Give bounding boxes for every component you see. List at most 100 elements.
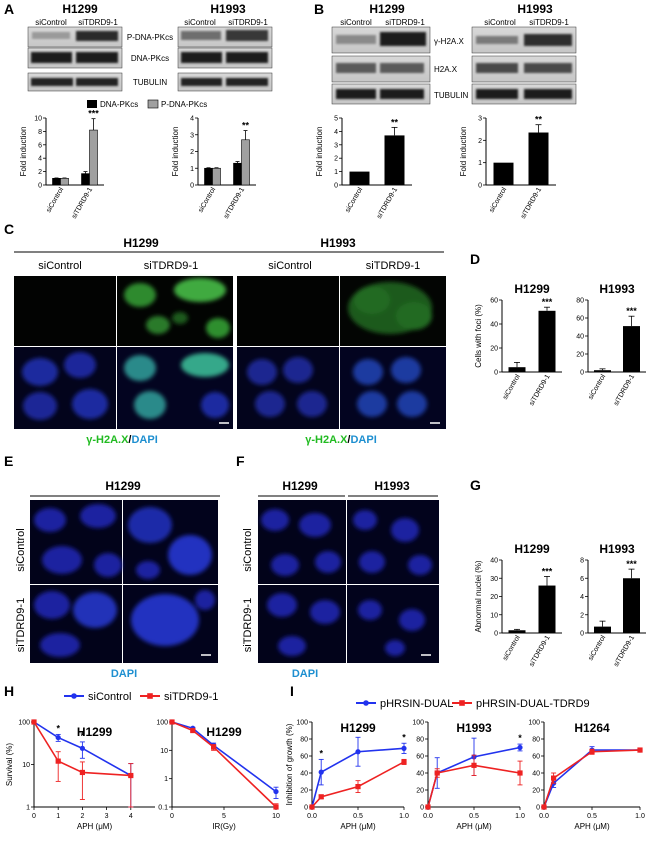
G1-ytick-label-4: 40 (490, 558, 498, 565)
panel-c-micrographs (14, 276, 446, 429)
D2-ytick-label-0: 0 (580, 370, 584, 377)
panel-a-lane-sitdrd9-left: siTDRD9-1 (78, 18, 118, 27)
A1-bar-0-0 (52, 178, 61, 186)
I1-line-0 (311, 747, 405, 808)
panel-a-lane-sicontrol-right: siControl (184, 18, 216, 27)
c-h1993-sicontrol-merge (237, 347, 339, 429)
panel-b-band-h2ax: H2A.X (434, 65, 458, 74)
panel-a-h1299-title: H1299 (62, 2, 98, 16)
legend-swatch-dna-pkcs (87, 100, 97, 108)
A2-xlabel-0: siControl (197, 186, 217, 214)
panel-b-lane-sicontrol-right: siControl (484, 18, 516, 27)
legend-sitdrd9: siTDRD9-1 (164, 691, 218, 703)
I1-point-1-2 (355, 784, 361, 790)
H1-ylabel: Survival (%) (5, 743, 14, 786)
I1-annotation-2: * (402, 732, 406, 742)
I2-ytick-label-4: 80 (416, 737, 424, 744)
G1-ytick-label-3: 30 (490, 576, 498, 583)
legend-marker-sicontrol (71, 693, 77, 699)
H2-point-1-1 (190, 727, 196, 734)
B1-ytick-label-5: 5 (334, 116, 338, 123)
I1-ytick-label-1: 20 (300, 788, 308, 795)
A2-bar-1-0 (233, 162, 242, 186)
G2-xlabel-0: siControl (587, 634, 607, 662)
G1-ytick-label-0: 0 (494, 631, 498, 638)
I3-ytick-label-3: 60 (532, 754, 540, 761)
A2-ytick-label-4: 4 (190, 116, 194, 123)
H1-ytick-label-0: 1 (26, 805, 30, 812)
I1-ytick-label-2: 40 (300, 771, 308, 778)
D2-annotation: *** (626, 306, 637, 316)
I3-point-1-3 (637, 747, 643, 753)
H1-xtick-label-3: 3 (105, 813, 109, 820)
I1-point-1-3 (401, 759, 407, 765)
D2-ytick-label-2: 40 (576, 334, 584, 341)
panel-d-label: D (470, 251, 480, 267)
B1-ytick-label-3: 3 (334, 142, 338, 149)
legend-phrsin-dual-tdrd9: pHRSIN-DUAL-TDRD9 (476, 698, 590, 710)
legend-marker-phrsin-dual (363, 700, 369, 706)
I1-xtick-label-0: 0.0 (307, 813, 317, 820)
B1-ytick-label-2: 2 (334, 156, 338, 163)
panel-a-blots (27, 26, 273, 92)
D1-xlabel-1: siTDRD9-1 (528, 373, 551, 407)
I3-title: H1264 (574, 721, 610, 735)
panel-a-legend: DNA-PKcs P-DNA-PKcs (87, 99, 207, 109)
panel-f-row-sicontrol: siControl (242, 528, 254, 571)
D1-title: H1299 (514, 282, 550, 296)
I3-line-1 (543, 749, 641, 808)
G1-annotation: *** (542, 566, 553, 576)
panel-e-micrographs (30, 500, 218, 663)
I2-ytick-label-0: 0 (420, 805, 424, 812)
I2-ytick-label-5: 100 (412, 720, 424, 727)
D2-title: H1993 (599, 282, 635, 296)
H2-point-1-2 (211, 744, 217, 750)
panel-c-label: C (4, 221, 14, 237)
H2-ytick-label-1: 1 (164, 776, 168, 783)
I1-annotation-0: * (319, 748, 323, 758)
B2-bar-1 (528, 132, 549, 185)
G2-title: H1993 (599, 542, 635, 556)
G1-bar-1 (538, 585, 556, 633)
legend-sicontrol: siControl (88, 691, 131, 703)
B1-ytick-label-1: 1 (334, 169, 338, 176)
A1-ytick-label-1: 2 (38, 169, 42, 176)
panel-c-col-sitdrd9-2: siTDRD9-1 (366, 260, 420, 272)
c-h1993-sicontrol-green (237, 276, 339, 346)
panel-i-legend: pHRSIN-DUAL pHRSIN-DUAL-TDRD9 (356, 698, 590, 710)
I2-title: H1993 (456, 721, 492, 735)
I3-ytick-label-1: 20 (532, 788, 540, 795)
I1-line-1 (311, 761, 405, 808)
I2-point-1-0 (425, 804, 431, 810)
panel-c-col-sicontrol-2: siControl (268, 260, 311, 272)
H1-xtick-label-2: 2 (80, 813, 84, 820)
D1-ytick-label-0: 0 (494, 370, 498, 377)
panel-b-lane-sicontrol-left: siControl (340, 18, 372, 27)
G1-xlabel-0: siControl (502, 634, 522, 662)
B1-ylabel: Fold induction (315, 127, 324, 177)
A1-ytick-label-3: 6 (38, 142, 42, 149)
I2-xtick-label-0: 0.0 (423, 813, 433, 820)
B1-xlabel-0: siControl (344, 186, 364, 214)
H1-annotation-0: * (56, 723, 60, 733)
I2-point-1-1 (434, 770, 440, 776)
D2-xlabel-1: siTDRD9-1 (613, 373, 636, 407)
H1-point-1-3 (128, 772, 134, 779)
B2-xlabel-1: siTDRD9-1 (520, 186, 543, 220)
panel-e-row-sicontrol: siControl (15, 528, 27, 571)
I1-ytick-label-3: 60 (300, 754, 308, 761)
H2-point-1-3 (273, 804, 279, 810)
A1-ytick-label-4: 8 (38, 129, 42, 136)
I1-xtick-label-2: 1.0 (399, 813, 409, 820)
A1-annotation: *** (88, 109, 99, 119)
H2-point-0-3 (273, 788, 279, 795)
panel-a-band-tubulin: TUBULIN (133, 78, 167, 87)
panel-e-label: E (4, 453, 13, 469)
H1-xtick-label-0: 0 (32, 813, 36, 820)
A2-ytick-label-1: 1 (190, 166, 194, 173)
I2-annotation-0: * (518, 733, 522, 743)
H1-xtick-label-1: 1 (56, 813, 60, 820)
I1-point-0-2 (355, 749, 361, 755)
I2-point-1-3 (517, 770, 523, 776)
